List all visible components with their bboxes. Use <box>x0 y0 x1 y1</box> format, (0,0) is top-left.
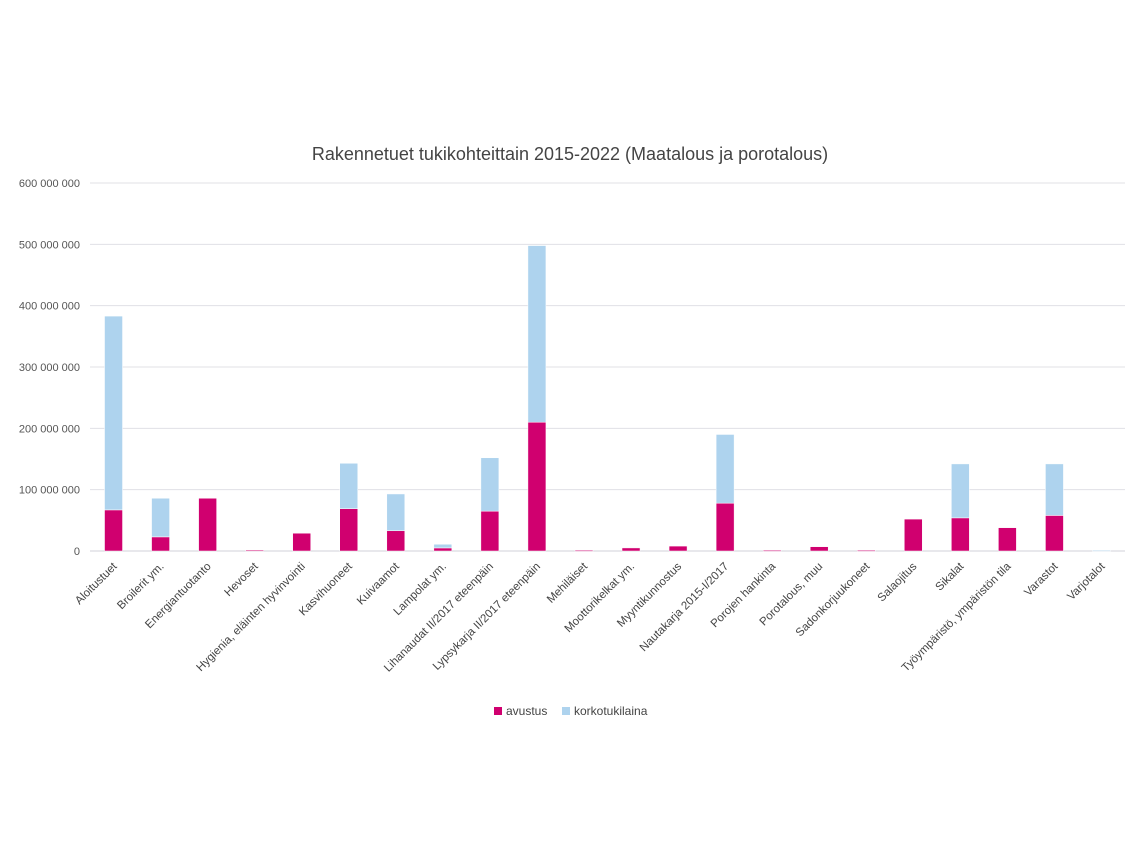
bar-avustus <box>527 421 547 552</box>
bar-avustus <box>904 518 923 552</box>
bar-avustus <box>198 498 217 552</box>
y-tick-label: 200 000 000 <box>19 423 80 435</box>
bar-avustus <box>762 550 782 552</box>
bar-avustus <box>998 527 1017 552</box>
x-tick-label: Broilerit ym. <box>115 561 166 612</box>
bar-avustus <box>245 549 264 552</box>
x-tick-label: Hevoset <box>222 560 261 599</box>
bar-avustus <box>857 550 876 552</box>
x-tick-label: Varjotalot <box>1065 560 1108 603</box>
legend-swatch-korkotukilaina <box>562 707 570 715</box>
bar-avustus <box>574 550 594 552</box>
bar-korkotukilaina <box>433 544 453 549</box>
bar-korkotukilaina <box>715 434 735 504</box>
bar-korkotukilaina <box>1092 550 1111 552</box>
bar-avustus <box>480 510 500 552</box>
y-tick-label: 500 000 000 <box>19 239 80 251</box>
bar-korkotukilaina <box>480 457 500 512</box>
y-tick-label: 400 000 000 <box>19 301 80 313</box>
bar-avustus <box>668 545 688 552</box>
bar-korkotukilaina <box>951 463 970 519</box>
y-tick-label: 600 000 000 <box>19 178 80 190</box>
bar-avustus <box>951 517 970 552</box>
legend-label-korkotukilaina: korkotukilaina <box>574 704 648 718</box>
legend-label-avustus: avustus <box>506 704 547 718</box>
bar-korkotukilaina <box>386 493 406 532</box>
x-tick-label: Mehiläiset <box>545 560 591 606</box>
legend: avustus korkotukilaina <box>494 704 648 718</box>
bar-korkotukilaina <box>339 463 358 509</box>
x-tick-label: Aloitustuet <box>73 560 120 607</box>
x-tick-label: Varastot <box>1022 560 1061 599</box>
bar-avustus <box>339 508 358 552</box>
x-tick-label: Nautakarja 2015-I/2017 <box>638 561 731 654</box>
x-tick-label: Salaojitus <box>876 560 920 604</box>
y-tick-label: 300 000 000 <box>19 362 80 374</box>
legend-swatch-avustus <box>494 707 502 715</box>
bar-avustus <box>433 547 453 552</box>
bar-korkotukilaina <box>104 315 123 511</box>
bar-korkotukilaina <box>151 498 170 538</box>
bar-avustus <box>386 530 406 552</box>
bar-avustus <box>715 502 735 552</box>
y-tick-label: 0 <box>74 546 80 558</box>
x-tick-label: Kuivaamot <box>355 560 402 607</box>
bar-avustus <box>621 547 641 552</box>
bar-korkotukilaina <box>1045 463 1064 516</box>
x-tick-label: Sikalat <box>934 560 967 593</box>
bar-avustus <box>151 536 170 552</box>
bar-avustus <box>292 532 311 552</box>
bar-korkotukilaina <box>527 245 547 423</box>
bar-avustus <box>809 546 829 552</box>
y-tick-label: 100 000 000 <box>19 485 80 497</box>
bar-avustus <box>104 509 123 552</box>
bar-avustus <box>1045 515 1064 552</box>
chart-title: Rakennetuet tukikohteittain 2015-2022 (M… <box>312 144 828 164</box>
